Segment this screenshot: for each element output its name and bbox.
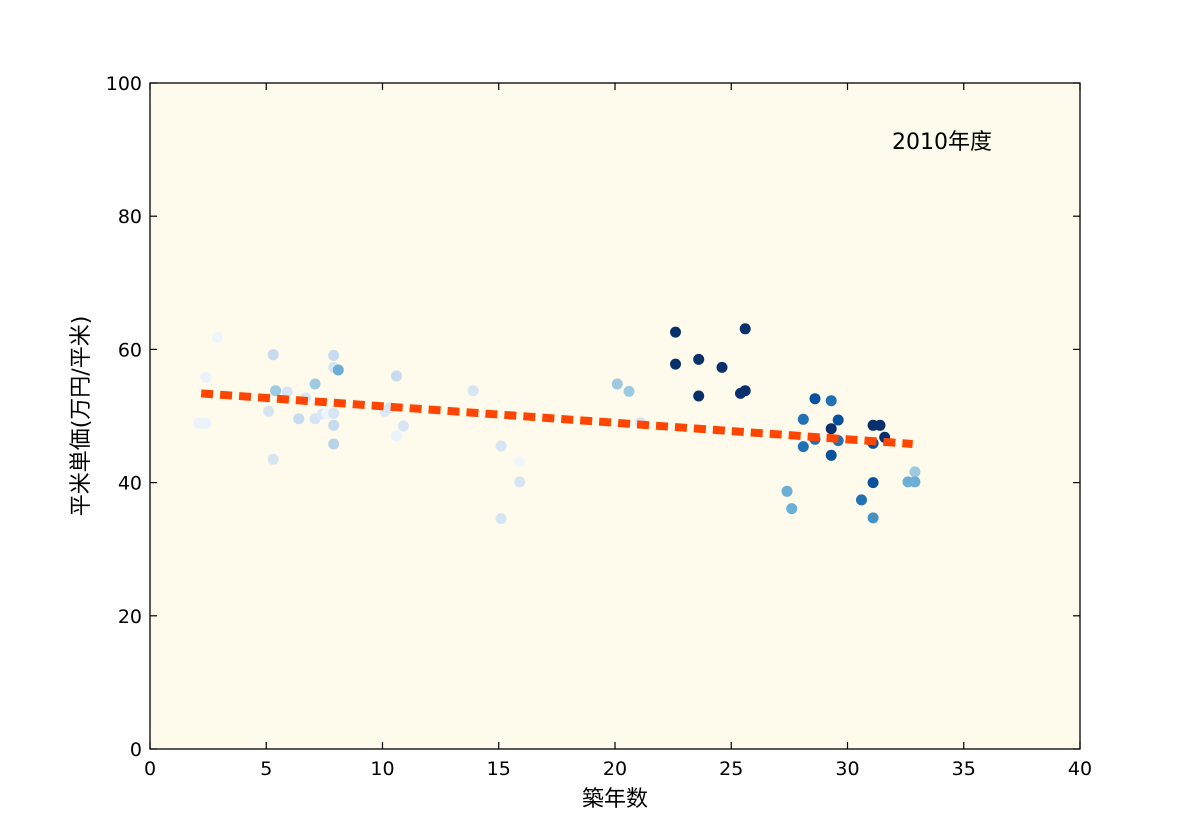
data-point <box>267 453 279 465</box>
data-point <box>786 503 798 515</box>
data-point <box>397 420 409 432</box>
data-point <box>670 326 681 338</box>
data-point <box>716 361 728 373</box>
data-point <box>867 512 879 524</box>
y-tick-label: 80 <box>118 206 142 228</box>
data-point <box>623 385 635 397</box>
data-points <box>193 323 921 525</box>
data-point <box>514 476 526 488</box>
data-point <box>825 395 837 407</box>
data-point <box>328 438 340 450</box>
x-axis: 0 5 10 15 20 25 30 35 40 <box>144 83 1092 780</box>
x-tick-label: 10 <box>370 758 394 780</box>
data-point <box>495 513 507 525</box>
y-tick-label: 0 <box>130 739 142 761</box>
data-point <box>693 353 705 365</box>
data-point <box>670 358 681 370</box>
y-axis-label: 平米単価(万円/平米) <box>69 316 94 517</box>
x-axis-label: 築年数 <box>582 787 648 812</box>
data-point <box>825 449 837 461</box>
data-point <box>200 371 212 383</box>
data-point <box>332 364 344 376</box>
data-point <box>611 378 623 390</box>
data-point <box>909 476 921 488</box>
data-point <box>270 385 282 397</box>
data-point <box>293 413 305 425</box>
data-point <box>832 414 844 426</box>
data-point <box>739 385 751 397</box>
x-tick-label: 5 <box>260 758 272 780</box>
data-point <box>867 477 879 489</box>
data-point <box>391 370 402 382</box>
data-point <box>797 413 809 425</box>
data-point <box>874 419 886 431</box>
data-point <box>467 385 479 397</box>
data-point <box>281 386 293 398</box>
y-axis: 0 20 40 60 80 100 <box>106 73 1080 761</box>
trend-line-group <box>200 389 913 448</box>
data-point <box>781 485 793 497</box>
data-point <box>328 419 340 431</box>
y-tick-label: 20 <box>118 606 142 628</box>
x-tick-label: 15 <box>487 758 511 780</box>
data-point <box>809 393 821 405</box>
y-tick-label: 40 <box>118 473 142 495</box>
x-tick-label: 30 <box>835 758 859 780</box>
data-point <box>309 378 321 390</box>
x-tick-label: 35 <box>952 758 976 780</box>
trend-line <box>200 389 913 448</box>
data-point <box>856 494 867 506</box>
x-tick-label: 40 <box>1068 758 1092 780</box>
data-point <box>514 456 526 468</box>
x-tick-label: 25 <box>719 758 743 780</box>
data-point <box>391 430 402 442</box>
x-tick-label: 20 <box>603 758 627 780</box>
data-point <box>328 349 340 361</box>
data-point <box>263 405 275 417</box>
data-point <box>825 423 837 435</box>
data-point <box>211 331 223 343</box>
year-annotation: 2010年度 <box>892 130 992 155</box>
data-point <box>739 323 751 335</box>
data-point <box>495 440 507 452</box>
data-point <box>267 349 279 361</box>
data-point <box>200 417 212 429</box>
data-point <box>693 390 705 402</box>
data-point <box>328 407 340 419</box>
data-point <box>797 441 809 453</box>
plot-area <box>150 83 1080 749</box>
y-tick-label: 100 <box>106 73 142 95</box>
x-tick-label: 0 <box>144 758 156 780</box>
y-tick-label: 60 <box>118 339 142 361</box>
data-point <box>909 466 921 478</box>
